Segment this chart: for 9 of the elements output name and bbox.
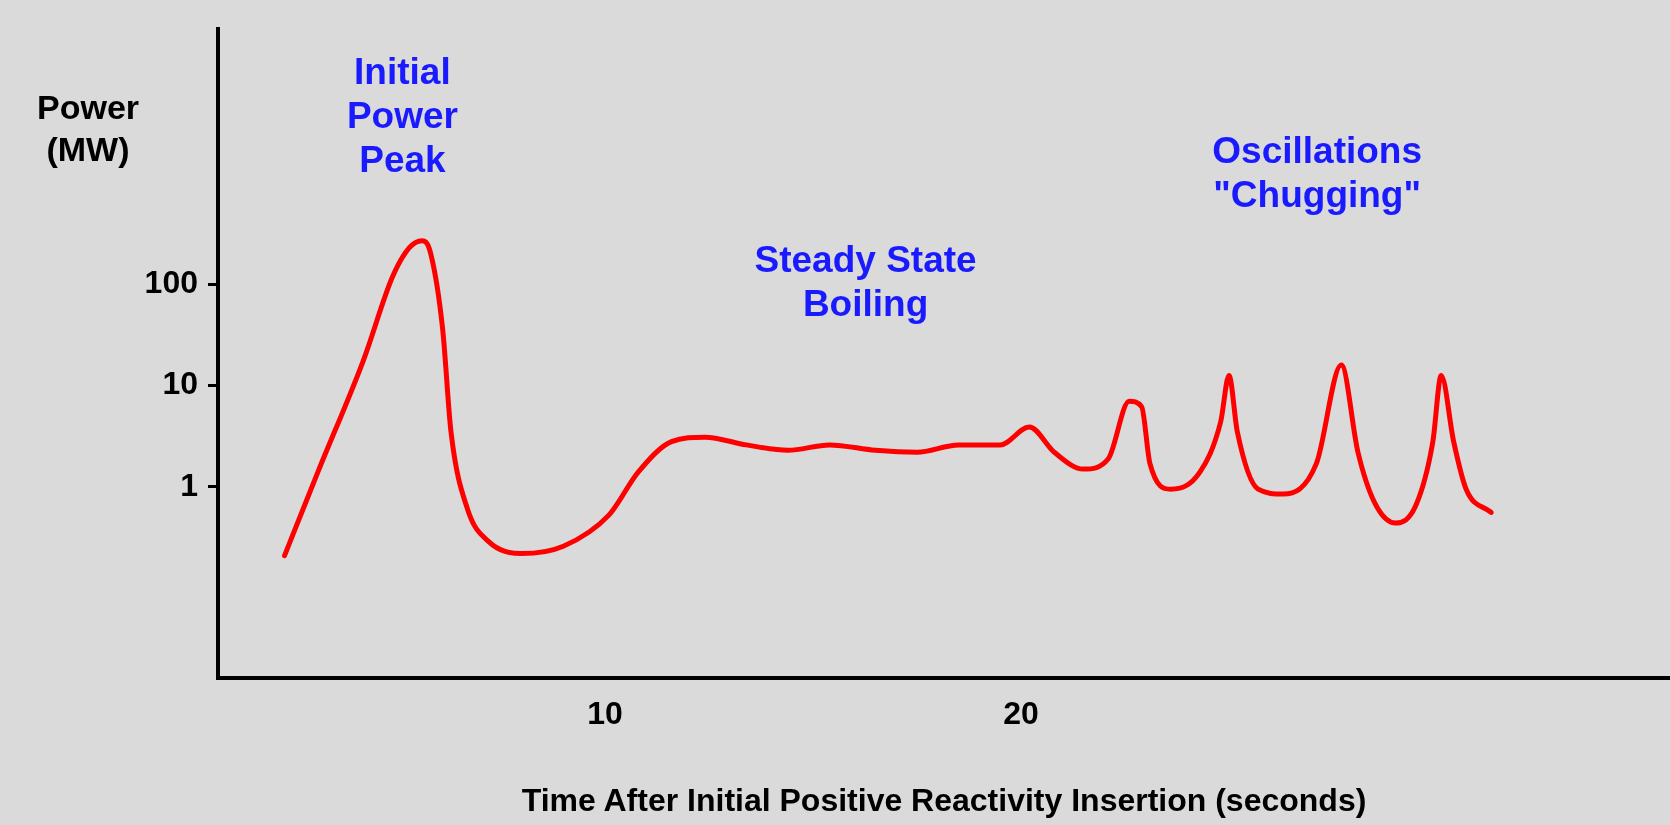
annotation: Steady State Boiling: [754, 238, 977, 324]
annotation: Oscillations "Chugging": [1212, 130, 1423, 216]
annotation: Initial Power Peak: [346, 50, 458, 180]
y-axis-title: Power (MW): [36, 87, 140, 168]
y-tick-label: 1: [180, 466, 198, 503]
y-tick-label: 100: [144, 264, 198, 301]
x-tick-label: 20: [1003, 695, 1039, 732]
x-axis-title: Time After Initial Positive Reactivity Insertion (seconds): [521, 781, 1367, 818]
y-tick-label: 10: [162, 365, 198, 402]
